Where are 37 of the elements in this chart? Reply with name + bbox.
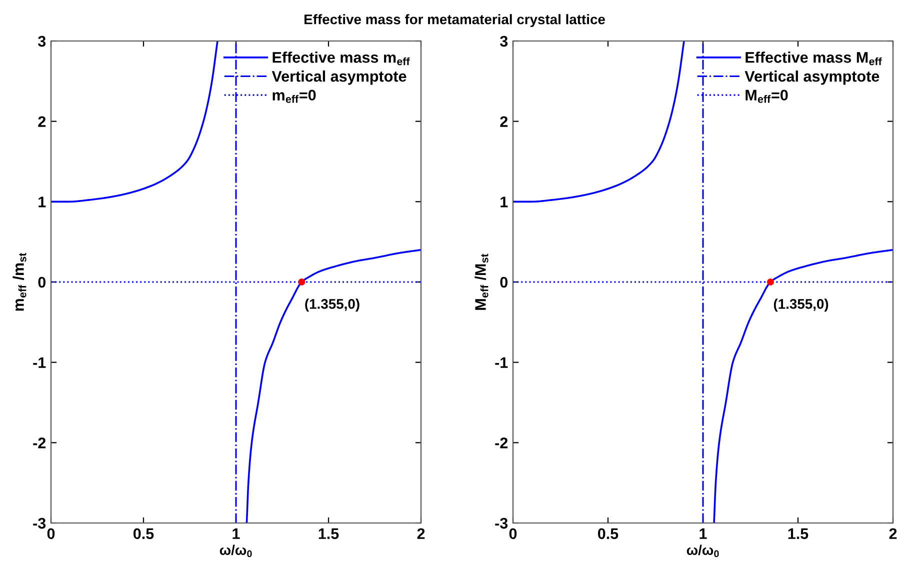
x-tick-label: 1 (700, 528, 707, 539)
x-tick-label: 2 (889, 528, 897, 539)
ref-line-label: Vertical asymptote (744, 70, 880, 85)
y-tick-label: -1 (33, 357, 46, 368)
annotation: (1.355,0) (774, 298, 828, 312)
x-axis-title: ω/ω$_{0}$ (220, 544, 252, 558)
x-tick-label: 0.5 (133, 528, 154, 540)
y-tick-label: -2 (33, 438, 46, 448)
x-tick-label: 2 (417, 528, 425, 539)
x-tick-label: 0 (47, 528, 55, 540)
y-tick-label: 1 (500, 196, 508, 208)
y-tick-label: -3 (33, 518, 46, 529)
y-axis-title: M$_{eff}$ /M$_{st}$ (474, 254, 488, 310)
y-tick-label: 0 (500, 276, 508, 288)
text: Effective mass for metamaterial crystal lattice (304, 14, 605, 28)
y-tick-label: 2 (38, 116, 46, 127)
legend-label: Effective mass m$_{eff}$ (272, 52, 410, 66)
x-tick-label: 1.5 (788, 528, 808, 540)
legend-label: m$_{eff}$=0 (272, 90, 316, 103)
x-tick-label: 1 (232, 528, 240, 539)
y-tick-label: 1 (38, 196, 46, 208)
x-tick-label: 0.5 (598, 528, 618, 540)
legend-label: M$_{eff}$=0 (746, 90, 788, 103)
y-tick-label: -2 (495, 438, 508, 448)
x-axis-title: ω/ω$_{0}$ (686, 544, 719, 558)
y-tick-label: -3 (495, 518, 508, 529)
y-tick-label: 3 (500, 36, 508, 47)
ref-line-label: Vertical asymptote (272, 70, 406, 85)
y-tick-label: 3 (38, 36, 46, 47)
y-tick-label: 0 (38, 276, 46, 288)
x-tick-label: 1.5 (318, 528, 339, 540)
y-tick-label: 2 (500, 116, 508, 127)
legend-label: Effective mass M$_{eff}$ (746, 52, 882, 66)
y-tick-label: -1 (495, 357, 508, 368)
annotation: (1.355,0) (305, 298, 360, 312)
y-axis-title: m$_{eff}$ /m$_{st}$ (12, 252, 26, 311)
x-tick-label: 0 (509, 528, 517, 540)
